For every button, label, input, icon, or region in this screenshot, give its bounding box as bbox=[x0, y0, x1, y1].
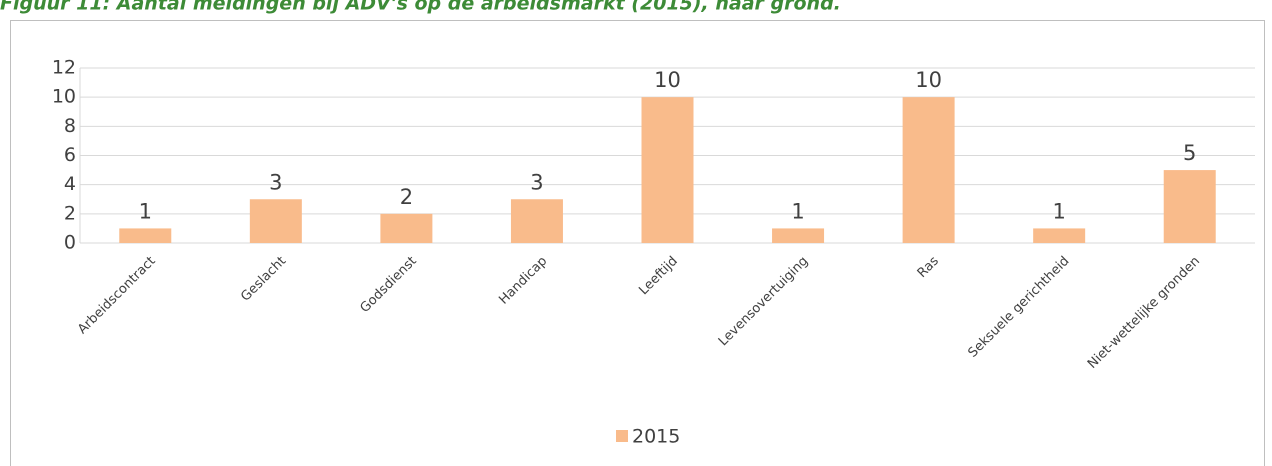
data-label: 3 bbox=[530, 170, 543, 194]
bar bbox=[641, 97, 694, 244]
y-tick-label: 2 bbox=[64, 202, 76, 224]
legend-swatch bbox=[616, 430, 628, 442]
bar bbox=[380, 213, 433, 243]
y-tick-label: 6 bbox=[64, 144, 76, 166]
y-tick-label: 8 bbox=[64, 115, 76, 137]
data-label: 1 bbox=[1052, 199, 1065, 223]
y-tick-label: 12 bbox=[52, 57, 76, 79]
bar bbox=[510, 199, 563, 243]
bar bbox=[249, 199, 302, 243]
chart-title: Figuur 11: Aantal meldingen bij ADV's op… bbox=[0, 0, 841, 15]
data-label: 1 bbox=[139, 199, 152, 223]
data-label: 2 bbox=[400, 185, 413, 209]
data-label: 1 bbox=[791, 199, 804, 223]
y-tick-label: 10 bbox=[52, 86, 76, 108]
data-label: 10 bbox=[915, 68, 942, 92]
y-tick-label: 0 bbox=[64, 232, 76, 254]
bar bbox=[119, 228, 172, 243]
bar bbox=[902, 97, 955, 244]
data-label: 10 bbox=[654, 68, 681, 92]
y-tick-label: 4 bbox=[64, 173, 76, 195]
data-label: 3 bbox=[269, 170, 282, 194]
bar bbox=[1033, 228, 1086, 243]
bar bbox=[772, 228, 825, 243]
legend-label: 2015 bbox=[632, 426, 680, 448]
bar bbox=[1163, 170, 1216, 243]
data-label: 5 bbox=[1183, 141, 1196, 165]
